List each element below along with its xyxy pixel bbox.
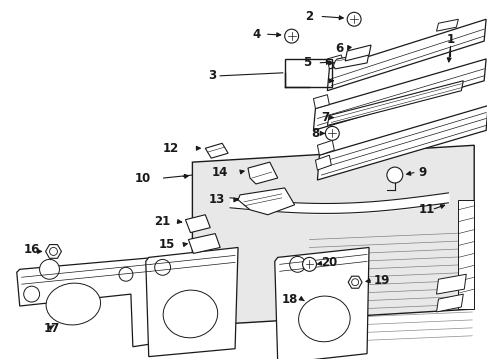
Polygon shape (185, 215, 210, 233)
Polygon shape (145, 247, 238, 357)
Text: 19: 19 (373, 274, 389, 287)
Text: 13: 13 (208, 193, 224, 206)
Polygon shape (436, 274, 466, 294)
Circle shape (154, 260, 170, 275)
Circle shape (351, 279, 358, 286)
Ellipse shape (46, 283, 101, 325)
Polygon shape (317, 140, 334, 155)
Polygon shape (326, 19, 485, 91)
Text: 14: 14 (211, 166, 228, 179)
Text: 16: 16 (24, 243, 40, 256)
Text: 9: 9 (418, 166, 426, 179)
Text: 5: 5 (303, 57, 311, 69)
Polygon shape (326, 81, 462, 125)
Text: 2: 2 (305, 10, 313, 23)
Text: 12: 12 (162, 142, 178, 155)
Polygon shape (436, 294, 462, 312)
Text: 15: 15 (159, 238, 175, 251)
Text: 4: 4 (252, 28, 261, 41)
Text: 10: 10 (134, 171, 150, 185)
Polygon shape (247, 162, 277, 184)
Text: 11: 11 (418, 203, 434, 216)
Polygon shape (333, 53, 368, 69)
Text: 1: 1 (446, 33, 453, 46)
Text: 17: 17 (43, 322, 60, 336)
Circle shape (289, 256, 305, 272)
Text: 6: 6 (334, 41, 343, 54)
Bar (284, 59, 332, 87)
Polygon shape (45, 244, 61, 258)
Circle shape (284, 29, 298, 43)
Circle shape (302, 257, 316, 271)
Circle shape (24, 286, 40, 302)
Circle shape (325, 126, 339, 140)
Text: 3: 3 (208, 69, 216, 82)
Circle shape (49, 247, 57, 255)
Ellipse shape (163, 290, 217, 338)
Polygon shape (345, 45, 370, 61)
Circle shape (40, 260, 60, 279)
Text: 21: 21 (154, 215, 170, 228)
Polygon shape (347, 276, 361, 288)
Polygon shape (436, 19, 457, 31)
Polygon shape (317, 105, 487, 180)
Polygon shape (205, 143, 228, 158)
Polygon shape (17, 257, 155, 347)
Text: 8: 8 (310, 127, 319, 140)
Polygon shape (326, 55, 344, 69)
Ellipse shape (298, 296, 349, 342)
Polygon shape (238, 188, 294, 215)
Polygon shape (315, 155, 331, 170)
Text: 7: 7 (321, 111, 328, 124)
Polygon shape (313, 95, 328, 109)
Circle shape (386, 167, 402, 183)
Polygon shape (188, 234, 220, 253)
Circle shape (346, 12, 360, 26)
Polygon shape (313, 59, 485, 130)
Polygon shape (457, 200, 473, 309)
Circle shape (119, 267, 133, 281)
Text: 20: 20 (321, 256, 337, 269)
Text: 18: 18 (281, 293, 297, 306)
Polygon shape (274, 247, 368, 360)
Polygon shape (192, 145, 473, 326)
